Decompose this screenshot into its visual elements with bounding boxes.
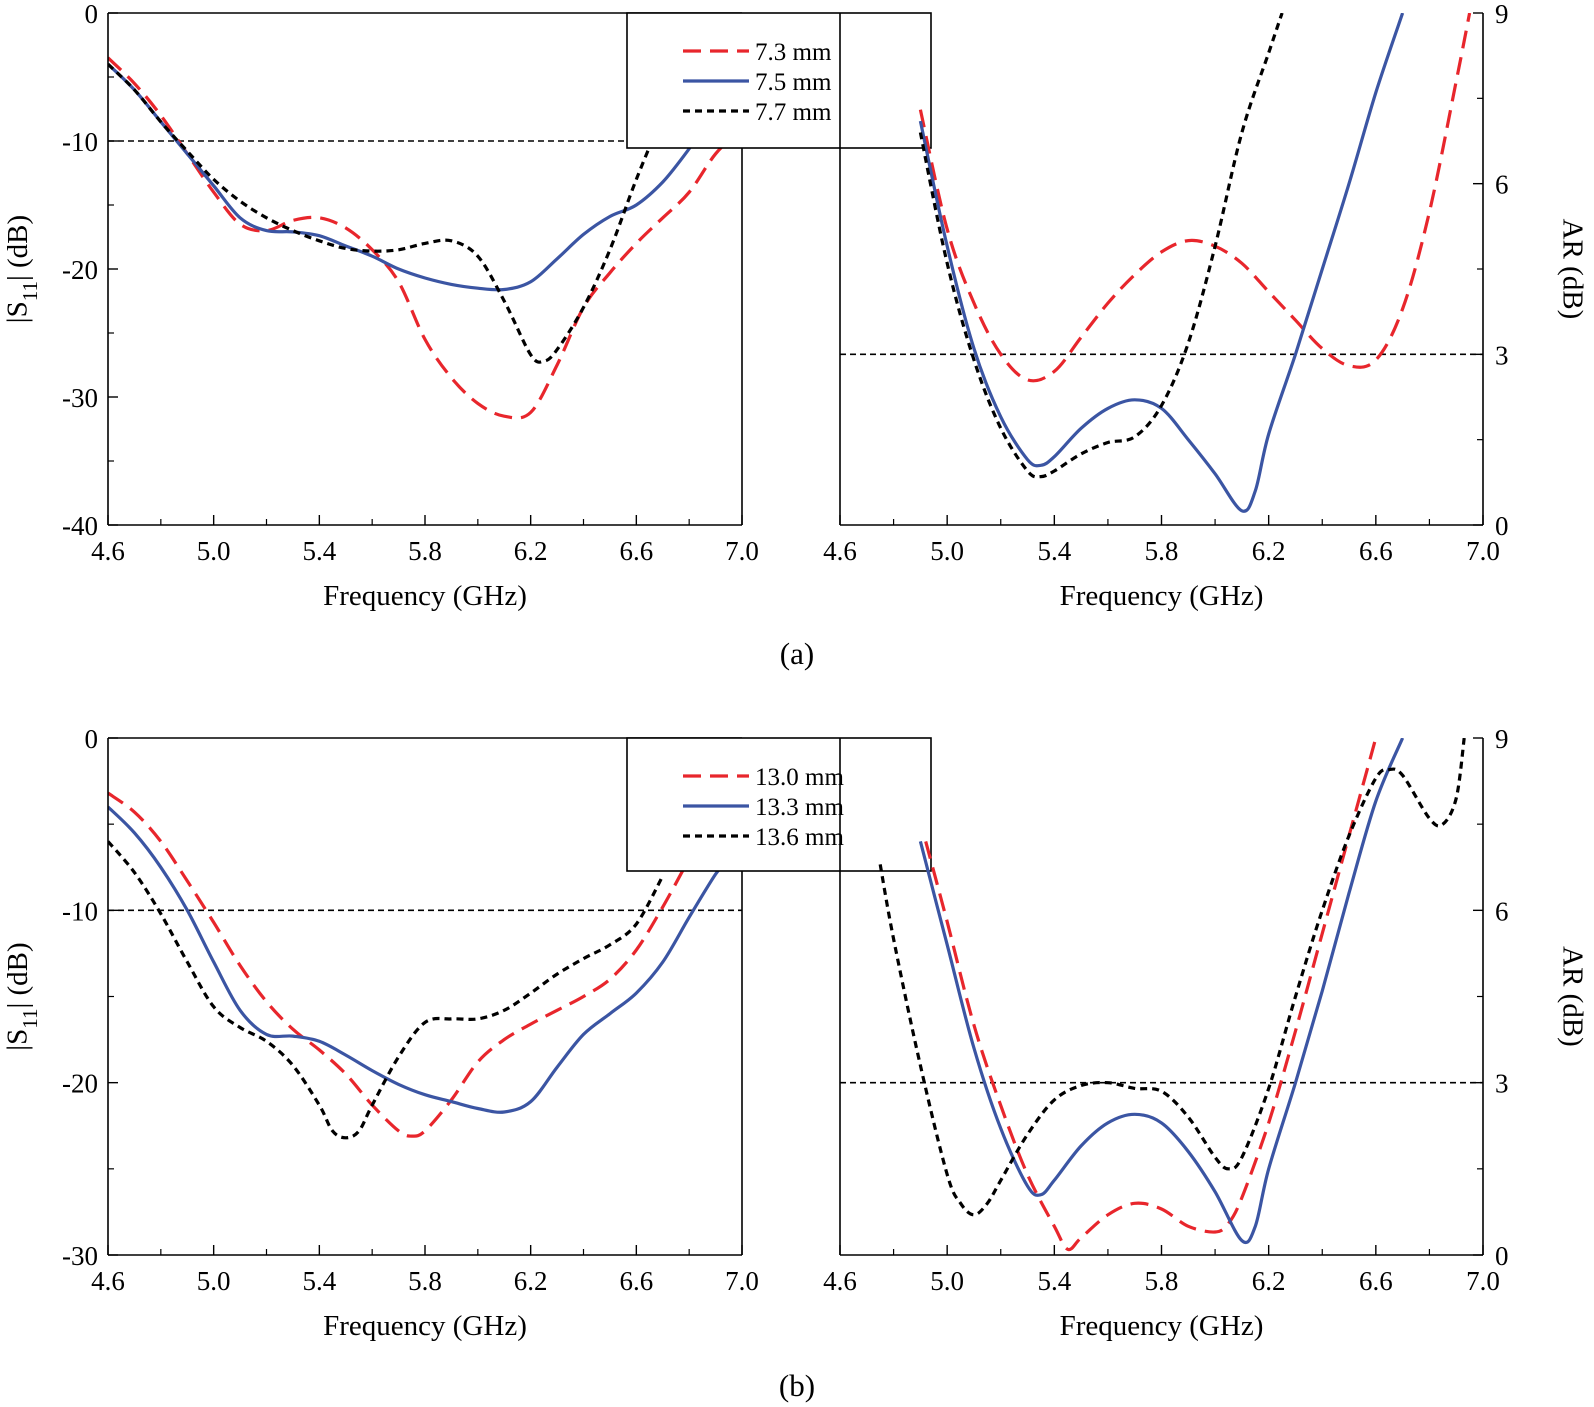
y-tick-label: -30 <box>62 1241 98 1271</box>
caption-a: (a) <box>780 636 814 671</box>
legend-label: 13.3 mm <box>755 794 844 821</box>
x-tick-label: 4.6 <box>91 1266 125 1296</box>
y-tick-label: -10 <box>62 896 98 926</box>
y-axis-label: |S11| (dB) <box>2 215 42 323</box>
y-tick-label: -40 <box>62 511 98 541</box>
y-axis-label: |S11| (dB) <box>2 942 42 1050</box>
y-tick-label: 6 <box>1495 896 1509 926</box>
series-group <box>918 13 1472 513</box>
legend-label: 13.6 mm <box>755 824 844 851</box>
x-tick-label: 4.6 <box>823 536 857 566</box>
x-tick-label: 6.2 <box>1252 1266 1286 1296</box>
x-tick-label: 6.6 <box>619 1266 653 1296</box>
x-axis-label: Frequency (GHz) <box>1060 580 1264 612</box>
x-tick-label: 6.2 <box>1252 536 1286 566</box>
x-tick-label: 7.0 <box>725 1266 759 1296</box>
series-line <box>918 13 1284 479</box>
series-line <box>918 13 1472 383</box>
chart-a-s11: 4.6 5.0 5.4 5.8 6.2 6.6 7.0 0 -10 -20 -30 -40 Freque… <box>2 0 932 612</box>
x-tick-label: 7.0 <box>725 536 759 566</box>
series-line <box>108 840 665 1140</box>
y-tick-label: 0 <box>1495 1241 1509 1271</box>
legend-box <box>626 737 932 872</box>
series-line <box>108 805 731 1114</box>
series-group <box>108 791 731 1140</box>
x-tick-label: 5.4 <box>302 1266 336 1296</box>
y-tick-label: -20 <box>62 1069 98 1099</box>
chart-b-s11: 4.6 5.0 5.4 5.8 6.2 6.6 7.0 0 -10 -20 -30 Frequency… <box>2 724 932 1342</box>
series-line <box>918 738 1405 1245</box>
x-tick-label: 7.0 <box>1466 536 1500 566</box>
series-line <box>918 13 1405 513</box>
y-tick-label: 3 <box>1495 1069 1509 1099</box>
y-tick-label: -20 <box>62 255 98 285</box>
x-tick-label: 6.6 <box>1359 1266 1393 1296</box>
x-tick-label: 5.8 <box>408 536 442 566</box>
x-tick-label: 5.0 <box>930 1266 964 1296</box>
x-tick-label: 5.8 <box>408 1266 442 1296</box>
chart-a-ar: 4.6 5.0 5.4 5.8 6.2 6.6 7.0 9 6 3 0 Frequency (GHz)… <box>823 0 1588 612</box>
y-tick-label: -10 <box>62 127 98 157</box>
x-tick-label: 5.8 <box>1145 536 1179 566</box>
caption-b: (b) <box>779 1368 815 1403</box>
y-tick-label: 0 <box>85 724 99 754</box>
legend: 7.3 mm 7.5 mm 7.7 mm <box>626 12 932 149</box>
x-axis-label: Frequency (GHz) <box>323 580 527 612</box>
series-line <box>108 63 731 292</box>
x-tick-label: 5.0 <box>930 536 964 566</box>
series-line <box>108 791 691 1138</box>
y-tick-label: 3 <box>1495 340 1509 370</box>
y-tick-label: 0 <box>85 0 99 29</box>
series-line <box>108 56 742 420</box>
series-line <box>878 738 1466 1217</box>
x-tick-label: 6.6 <box>619 536 653 566</box>
x-axis-label: Frequency (GHz) <box>1060 1310 1264 1342</box>
series-line <box>924 738 1378 1252</box>
x-tick-label: 5.0 <box>197 536 231 566</box>
y-tick-label: 9 <box>1495 0 1509 29</box>
y-tick-label: 6 <box>1495 170 1509 200</box>
legend-label: 7.7 mm <box>755 99 832 126</box>
y-axis-label: AR (dB) <box>1556 946 1588 1047</box>
x-tick-label: 5.4 <box>1037 1266 1071 1296</box>
series-line <box>108 63 665 364</box>
x-axis-label: Frequency (GHz) <box>323 1310 527 1342</box>
x-tick-label: 6.2 <box>514 1266 548 1296</box>
series-group <box>108 56 742 420</box>
y-tick-label: 9 <box>1495 724 1509 754</box>
legend-label: 7.3 mm <box>755 39 832 66</box>
panels: 4.6 5.0 5.4 5.8 6.2 6.6 7.00-10-20-30-40Freque… <box>2 0 1589 1342</box>
x-tick-label: 7.0 <box>1466 1266 1500 1296</box>
x-tick-label: 5.8 <box>1145 1266 1179 1296</box>
y-axis-label: AR (dB) <box>1556 219 1588 320</box>
chart-b-ar: 4.6 5.0 5.4 5.8 6.2 6.6 7.0 9 6 3 0 Frequency (GHz)… <box>823 724 1588 1342</box>
legend-label: 13.0 mm <box>755 764 844 791</box>
y-tick-label: -30 <box>62 383 98 413</box>
legend-box <box>626 12 932 149</box>
legend: 13.0 mm 13.3 mm 13.6 mm <box>626 737 932 872</box>
x-tick-label: 4.6 <box>823 1266 857 1296</box>
series-group <box>878 738 1466 1252</box>
x-tick-label: 4.6 <box>91 536 125 566</box>
legend-label: 7.5 mm <box>755 69 832 96</box>
x-tick-label: 6.2 <box>514 536 548 566</box>
y-tick-label: 0 <box>1495 511 1509 541</box>
x-tick-label: 5.0 <box>197 1266 231 1296</box>
x-tick-label: 5.4 <box>302 536 336 566</box>
x-tick-label: 6.6 <box>1359 536 1393 566</box>
x-tick-label: 5.4 <box>1037 536 1071 566</box>
